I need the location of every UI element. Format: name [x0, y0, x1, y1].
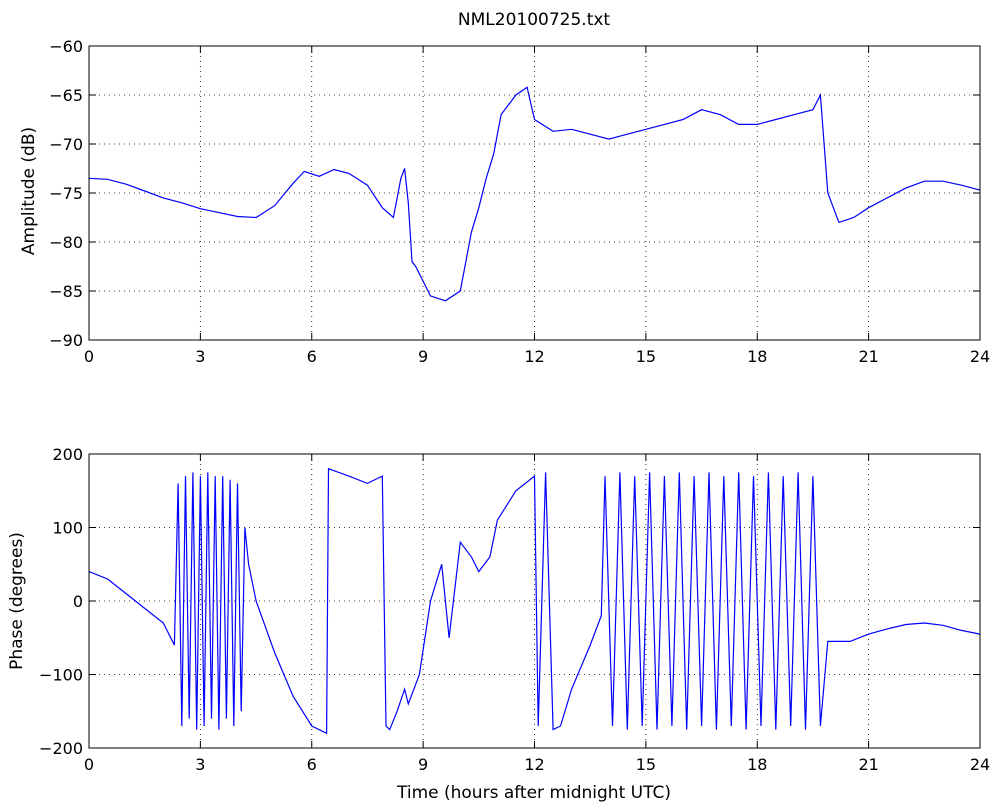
phase-x-tick-label: 21 [858, 755, 878, 774]
phase-grid [89, 454, 980, 748]
amplitude-y-tick-label: −60 [49, 37, 83, 56]
amplitude-x-tick-label: 0 [84, 347, 94, 366]
amplitude-y-axis-label: Amplitude (dB) [19, 127, 39, 255]
amplitude-panel: NML20100725.txt Amplitude (dB) 0 3 6 9 12 15 1… [19, 10, 990, 366]
amplitude-x-tick-label: 12 [524, 347, 544, 366]
phase-x-tick-labels: 0 3 6 9 12 15 18 21 24 [84, 755, 990, 774]
phase-x-tick-label: 6 [307, 755, 317, 774]
amplitude-x-tick-label: 24 [970, 347, 990, 366]
chart-title: NML20100725.txt [458, 10, 611, 30]
phase-panel: Phase (degrees) Time (hours after midnig… [7, 445, 990, 803]
phase-x-axis-label: Time (hours after midnight UTC) [396, 783, 671, 803]
amplitude-ticks [88, 45, 981, 341]
amplitude-x-tick-label: 18 [747, 347, 767, 366]
amplitude-y-tick-label: −75 [49, 184, 83, 203]
amplitude-x-tick-label: 9 [418, 347, 428, 366]
phase-x-tick-label: 18 [747, 755, 767, 774]
phase-y-tick-label: −200 [39, 739, 83, 758]
phase-y-tick-labels: −200 −100 0 100 200 [39, 445, 83, 758]
amplitude-x-tick-label: 21 [858, 347, 878, 366]
phase-x-tick-label: 9 [418, 755, 428, 774]
phase-y-axis-label: Phase (degrees) [7, 532, 27, 670]
phase-y-tick-label: 0 [73, 592, 83, 611]
phase-y-tick-label: 100 [52, 519, 83, 538]
amplitude-y-tick-label: −70 [49, 135, 83, 154]
amplitude-y-tick-label: −65 [49, 86, 83, 105]
phase-ticks [88, 453, 981, 749]
phase-x-tick-label: 3 [195, 755, 205, 774]
amplitude-y-tick-label: −85 [49, 282, 83, 301]
amplitude-series-line [88, 86, 981, 302]
phase-x-tick-label: 24 [970, 755, 990, 774]
phase-x-tick-label: 12 [524, 755, 544, 774]
phase-y-tick-label: 200 [52, 445, 83, 464]
amplitude-y-tick-label: −90 [49, 331, 83, 350]
phase-x-tick-label: 0 [84, 755, 94, 774]
amplitude-y-tick-label: −80 [49, 233, 83, 252]
phase-y-tick-label: −100 [39, 666, 83, 685]
amplitude-y-tick-labels: −90 −85 −80 −75 −70 −65 −60 [49, 37, 83, 350]
phase-x-tick-label: 15 [636, 755, 656, 774]
amplitude-x-tick-label: 6 [307, 347, 317, 366]
amplitude-grid [89, 46, 980, 340]
amplitude-x-tick-label: 3 [195, 347, 205, 366]
amplitude-x-tick-labels: 0 3 6 9 12 15 18 21 24 [84, 347, 990, 366]
phase-series-line [88, 467, 981, 735]
amplitude-x-tick-label: 15 [636, 347, 656, 366]
